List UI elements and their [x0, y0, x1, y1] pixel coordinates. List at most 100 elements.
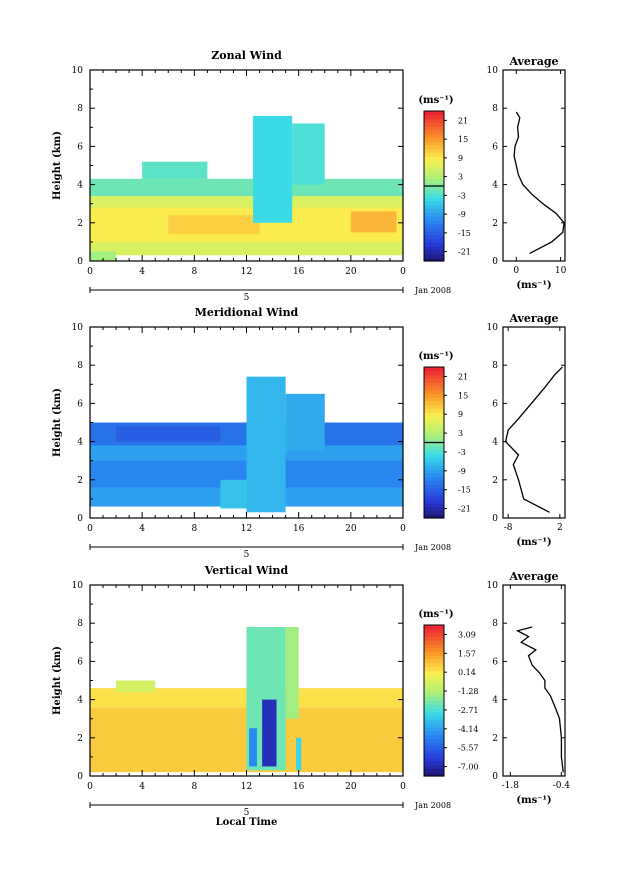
colorbar-swatch [424, 208, 444, 213]
y-tick-label: 0 [77, 257, 83, 267]
colorbar-tick-label: -21 [458, 505, 471, 514]
x-axis-label: Local Time [216, 817, 278, 828]
colorbar-swatch [424, 163, 444, 168]
colorbar-swatch [424, 708, 444, 713]
colorbar-swatch [424, 764, 444, 770]
y-tick-label: 4 [77, 696, 83, 706]
average-y-tick-label: 4 [492, 438, 498, 448]
heatmap-cell [262, 699, 277, 767]
colorbar-swatch [424, 461, 444, 466]
colorbar-unit: (ms⁻¹) [418, 351, 453, 362]
colorbar-tick-label: 9 [458, 410, 463, 419]
y-tick-label: 10 [72, 323, 84, 333]
colorbar-swatch [424, 186, 444, 191]
colorbar-swatch [424, 397, 444, 402]
average-y-tick-label: 10 [487, 323, 499, 333]
heatmap-cell [253, 115, 293, 223]
colorbar-swatch [424, 378, 444, 383]
colorbar-tick-label: 1.57 [458, 649, 476, 658]
colorbar-swatch [424, 419, 444, 425]
colorbar-swatch [424, 730, 444, 736]
y-axis-label: Height (km) [52, 131, 63, 200]
colorbar-tick-label: 0.14 [458, 668, 476, 677]
x-tick-label: 20 [345, 524, 357, 534]
colorbar-swatch [424, 749, 444, 754]
colorbar-swatch [424, 167, 444, 172]
date-marker: 5 [244, 808, 250, 818]
colorbar-unit: (ms⁻¹) [418, 609, 453, 620]
average-x-label: (ms⁻¹) [516, 537, 551, 548]
average-y-tick-label: 10 [487, 581, 499, 591]
y-tick-label: 8 [77, 361, 83, 371]
colorbar-swatch [424, 723, 444, 728]
colorbar-swatch [424, 404, 444, 410]
average-y-tick-label: 2 [492, 734, 498, 744]
heatmap-cells [90, 115, 403, 261]
y-tick-label: 6 [77, 399, 83, 409]
colorbar-swatch [424, 689, 444, 694]
colorbar-tick-label: -15 [458, 229, 471, 238]
colorbar-swatch [424, 152, 444, 157]
y-tick-label: 6 [77, 657, 83, 667]
colorbar-swatch [424, 472, 444, 478]
colorbar-swatch [424, 760, 444, 766]
colorbar-tick-label: -3 [458, 448, 466, 457]
average-y-tick-label: 4 [492, 181, 498, 191]
colorbar-swatch [424, 416, 444, 421]
average-x-tick-label: 10 [555, 266, 567, 276]
colorbar-swatch [424, 141, 444, 146]
colorbar-swatch [424, 651, 444, 656]
average-y-tick-label: 6 [492, 657, 498, 667]
colorbar-swatch [424, 502, 444, 508]
average-frame [502, 584, 566, 777]
colorbar-swatch [424, 700, 444, 705]
colorbar-tick-label: 3.09 [458, 630, 476, 639]
x-tick-label: 4 [139, 524, 145, 534]
average-x-tick-label: -0.4 [553, 781, 571, 791]
colorbar-tick-label: 21 [458, 116, 468, 125]
colorbar-tick-label: 15 [458, 391, 468, 400]
x-tick-label: 0 [400, 524, 406, 534]
x-tick-label: 12 [241, 782, 252, 792]
colorbar-swatch [424, 495, 444, 500]
average-x-tick-label: 2 [557, 523, 563, 533]
y-tick-label: 10 [72, 581, 84, 591]
colorbar-swatch [424, 692, 444, 698]
colorbar-tick-label: 9 [458, 154, 463, 163]
heatmap-cell [116, 426, 221, 442]
colorbar-swatch [424, 370, 444, 376]
colorbar-tick-label: 21 [458, 372, 468, 381]
heatmap-cells [90, 627, 403, 773]
colorbar-swatch [424, 114, 444, 120]
y-tick-label: 2 [77, 219, 83, 229]
colorbar-swatch [424, 745, 444, 751]
average-y-tick-label: 8 [492, 619, 498, 629]
colorbar-swatch [424, 434, 444, 440]
colorbar-swatch [424, 468, 444, 474]
colorbar-swatch [424, 506, 444, 512]
date-label: Jan 2008 [414, 801, 451, 810]
colorbar-swatch [424, 174, 444, 180]
average-y-tick-label: 4 [492, 696, 498, 706]
date-marker: 5 [244, 550, 250, 560]
average-y-tick-label: 8 [492, 361, 498, 371]
colorbar-swatch [424, 189, 444, 195]
average-y-tick-label: 0 [492, 257, 498, 267]
colorbar-tick-label: -9 [458, 467, 466, 476]
panel-title: Vertical Wind [204, 564, 289, 577]
y-tick-label: 0 [77, 772, 83, 782]
heatmap-cell [296, 737, 302, 771]
colorbar-swatch [424, 484, 444, 489]
x-tick-label: 12 [241, 524, 252, 534]
colorbar-swatch [424, 677, 444, 683]
colorbar-swatch [424, 696, 444, 702]
colorbar-swatch [424, 129, 444, 135]
colorbar-swatch [424, 423, 444, 428]
average-x-tick-label: -8 [504, 523, 513, 533]
colorbar-swatch [424, 219, 444, 225]
y-tick-label: 4 [77, 438, 83, 448]
colorbar-swatch [424, 148, 444, 153]
colorbar-swatch [424, 246, 444, 251]
colorbar-swatch [424, 768, 444, 773]
